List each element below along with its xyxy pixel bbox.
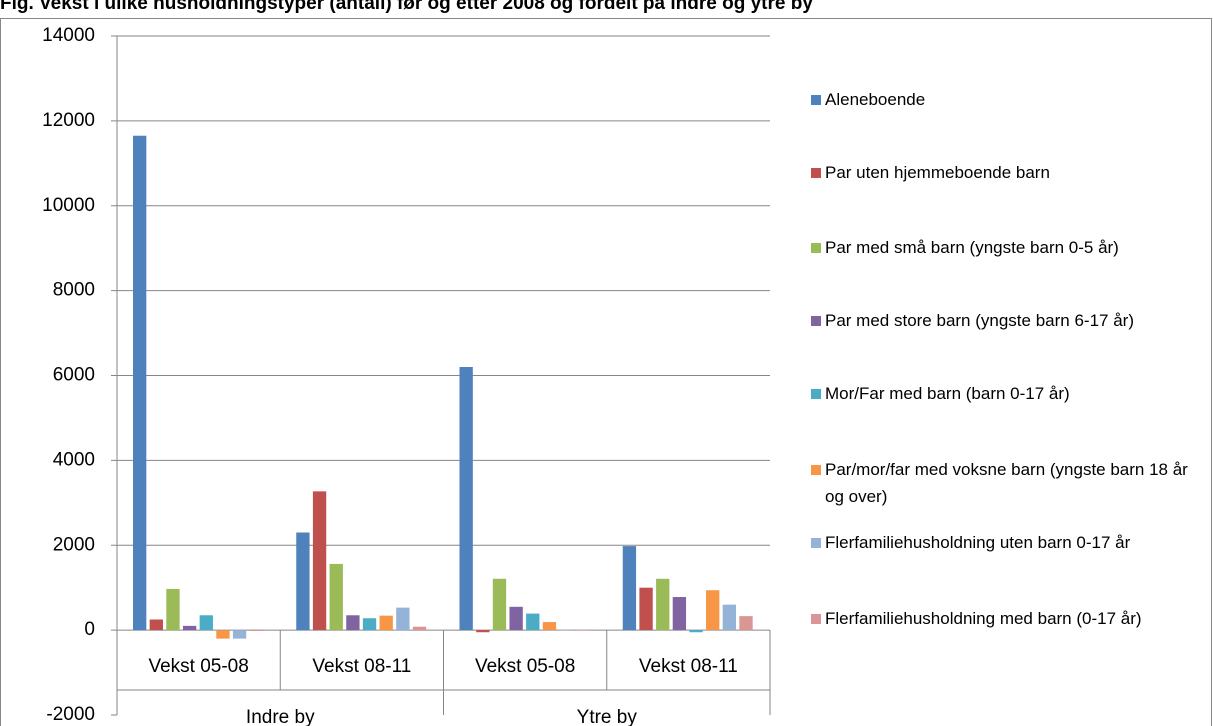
bar	[526, 613, 540, 631]
bar	[166, 588, 180, 631]
legend-label: Mor/Far med barn (barn 0-17 år)	[825, 384, 1070, 403]
group-label: Indre by	[246, 707, 315, 726]
bar	[639, 587, 653, 631]
bar	[689, 630, 703, 633]
bar	[542, 622, 557, 631]
x-tick-label: Vekst 05-08	[148, 656, 248, 677]
legend-swatch	[811, 389, 821, 399]
legend-swatch	[811, 614, 821, 624]
bar	[459, 367, 473, 631]
legend-swatch	[811, 95, 821, 105]
y-tick-label: 14000	[42, 25, 95, 46]
legend-label: Par uten hjemmeboende barn	[825, 163, 1050, 182]
bar	[476, 630, 490, 633]
legend-label: Par/mor/far med voksne barn (yngste barn…	[825, 460, 1188, 506]
y-tick-label: -2000	[46, 704, 95, 725]
bar	[296, 532, 310, 631]
x-tick-label: Vekst 08-11	[312, 656, 411, 677]
bar	[346, 615, 360, 631]
bar	[656, 578, 670, 631]
bar	[182, 625, 197, 631]
bar	[362, 618, 377, 631]
bar	[739, 616, 753, 631]
bar	[199, 615, 213, 631]
legend-label: Flerfamiliehusholdning med barn (0-17 år…	[825, 609, 1142, 628]
x-tick-label: Vekst 08-11	[639, 656, 738, 677]
y-tick-label: 0	[84, 619, 95, 640]
x-tick-label: Vekst 05-08	[475, 656, 575, 677]
bar	[396, 607, 410, 631]
bar	[232, 630, 247, 639]
bar	[329, 563, 343, 631]
legend-label: Aleneboende	[825, 90, 926, 109]
bar	[133, 135, 147, 631]
bar	[412, 626, 427, 631]
legend-swatch	[811, 465, 821, 475]
bar	[706, 590, 720, 631]
y-tick-label: 12000	[42, 110, 95, 131]
chart-title: Fig. Vekst i ulike husholdningstyper (an…	[0, 0, 813, 14]
group-label: Ytre by	[577, 707, 638, 726]
bar	[492, 578, 507, 631]
y-tick-label: 8000	[53, 280, 95, 301]
bar	[722, 604, 737, 631]
legend-swatch	[811, 243, 821, 253]
y-tick-label: 4000	[53, 449, 95, 470]
bar	[622, 546, 637, 631]
legend-swatch	[811, 168, 821, 178]
bar	[509, 606, 523, 631]
bar	[216, 630, 230, 639]
legend-swatch	[811, 316, 821, 326]
legend-swatch	[811, 538, 821, 548]
legend-label: Par med små barn (yngste barn 0-5 år)	[825, 238, 1119, 257]
y-tick-label: 6000	[53, 365, 95, 386]
y-tick-label: 2000	[53, 534, 95, 555]
y-tick-label: 10000	[42, 195, 95, 216]
bar	[672, 597, 687, 631]
bar	[312, 491, 327, 631]
bar	[379, 615, 393, 631]
legend-label: Par med store barn (yngste barn 6-17 år)	[825, 311, 1134, 330]
chart-frame	[0, 18, 1212, 726]
bar	[149, 619, 163, 631]
bar	[249, 630, 263, 631]
legend-label: Flerfamiliehusholdning uten barn 0-17 år	[825, 533, 1131, 552]
